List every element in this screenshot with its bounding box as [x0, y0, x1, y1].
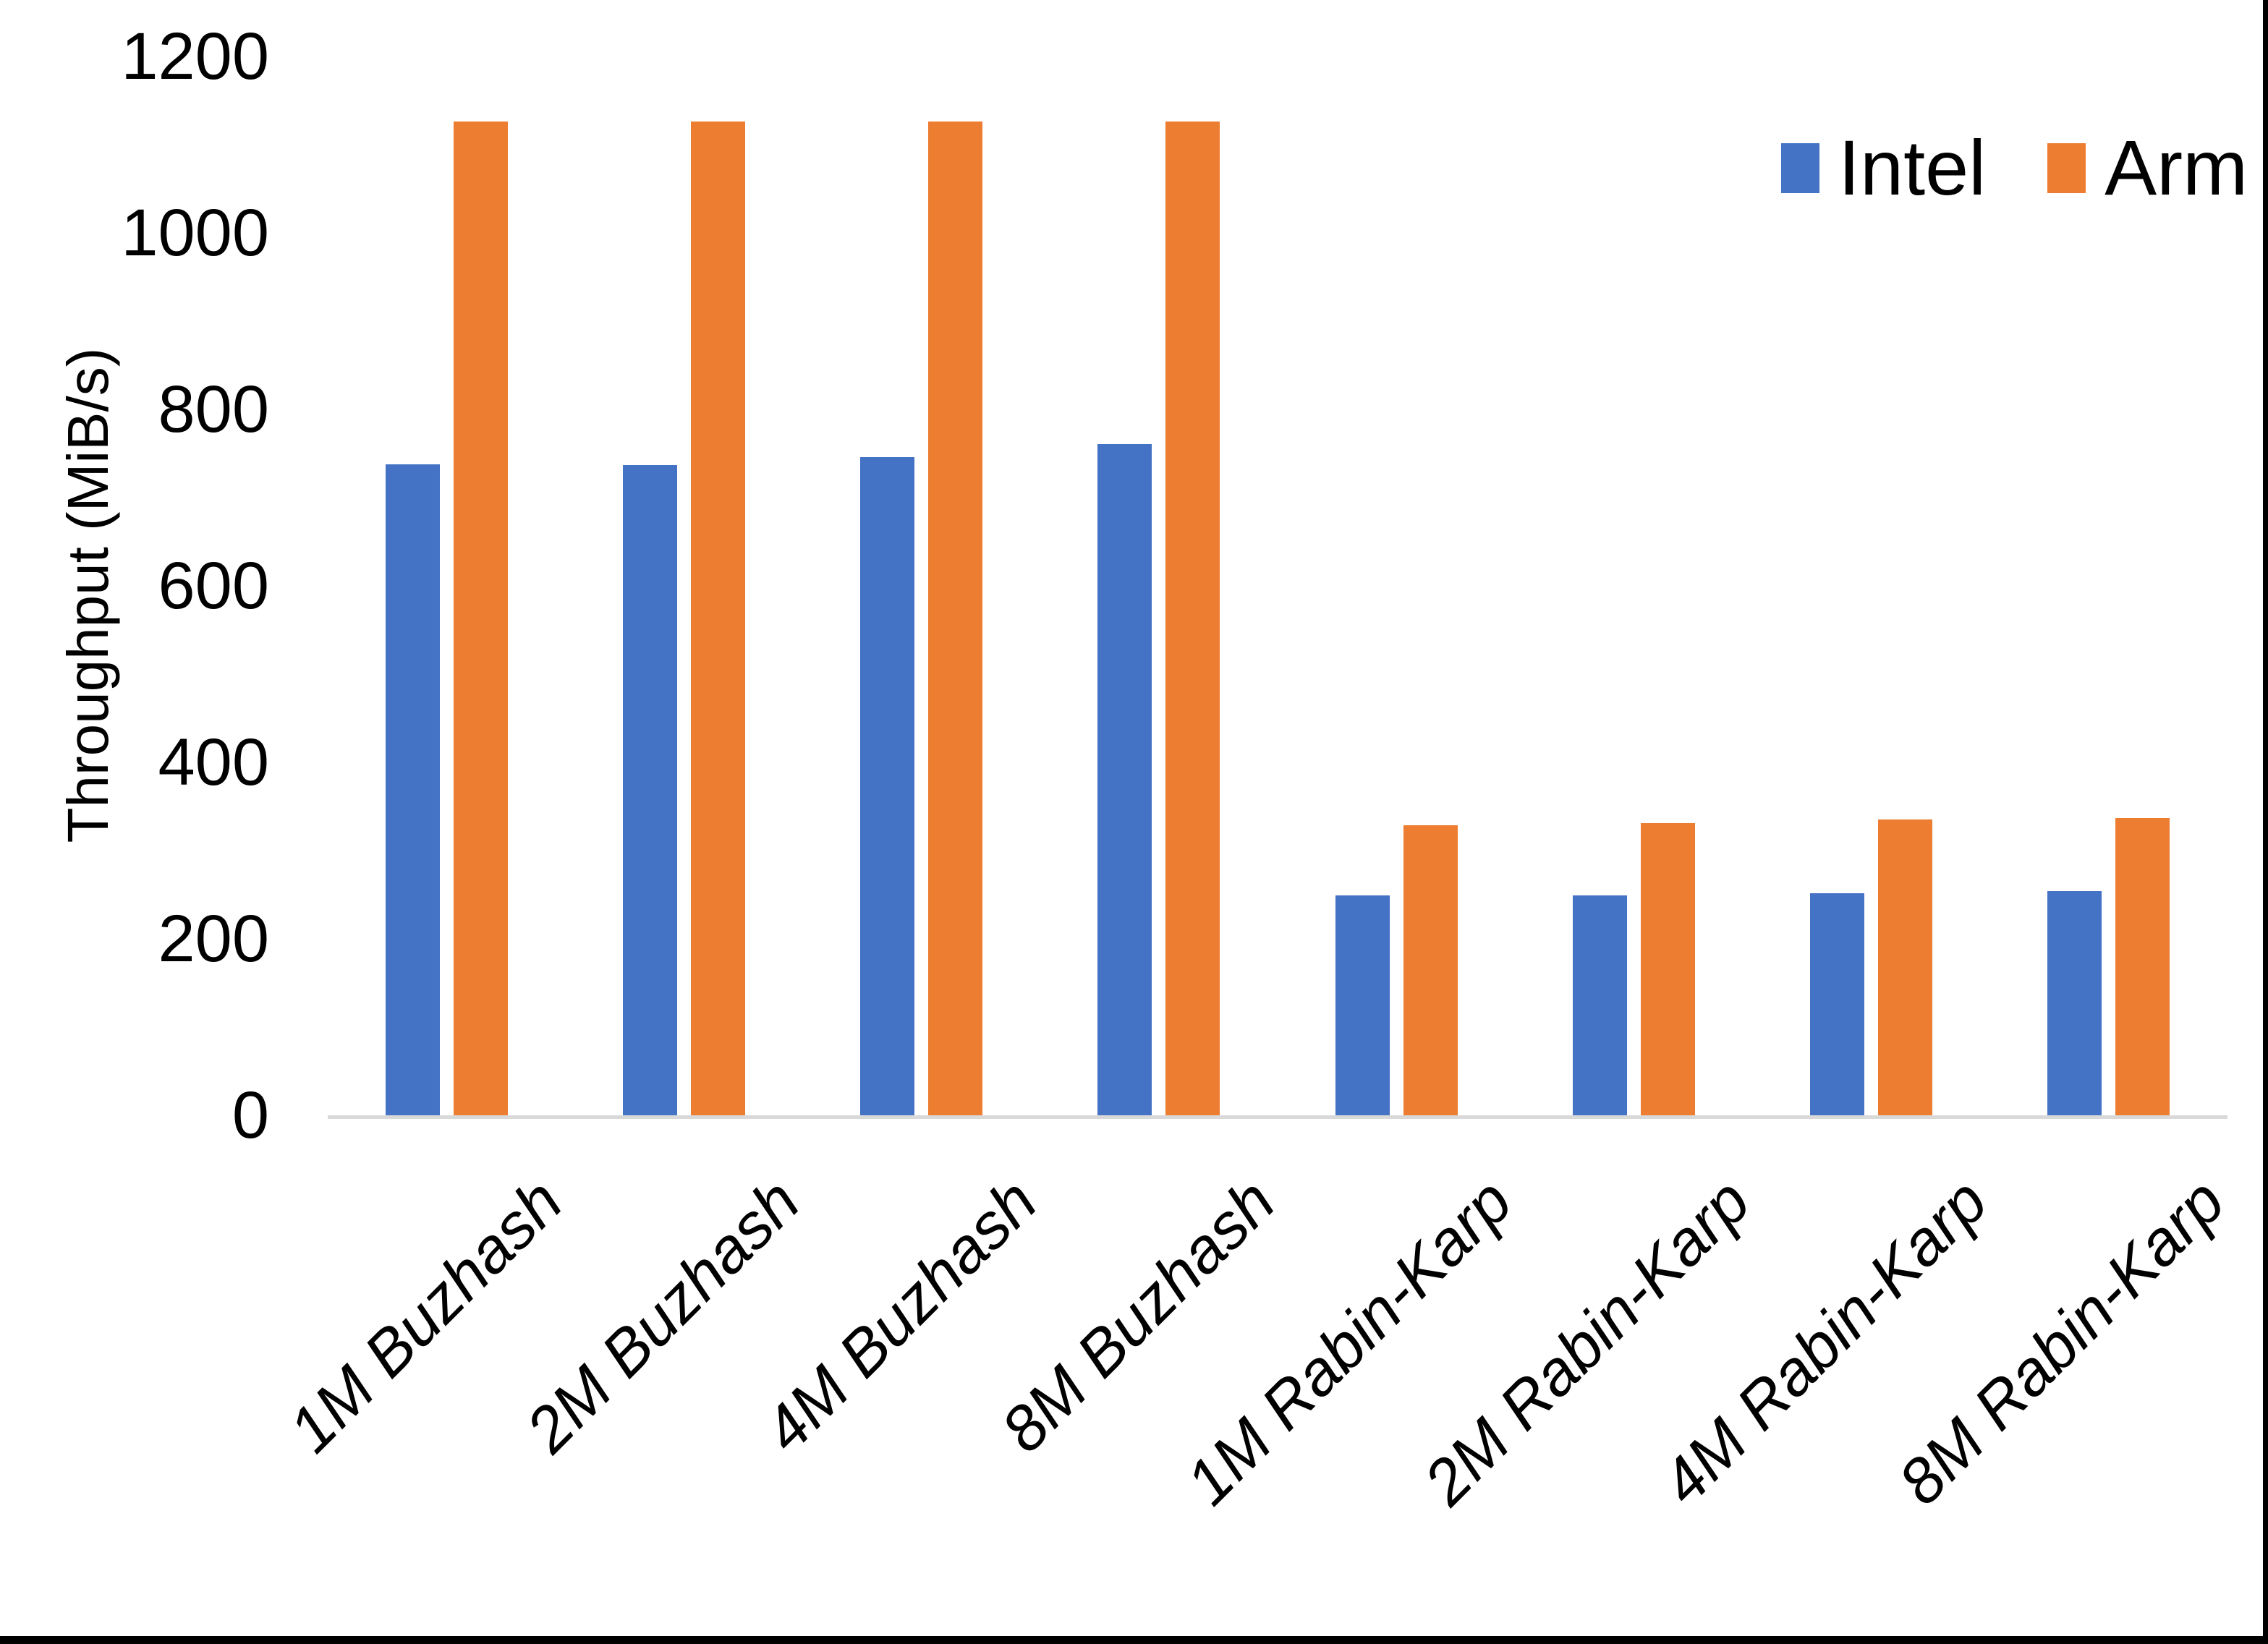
legend: Intel Arm: [1781, 129, 2248, 207]
bar-arm-8m-rabin-karp: [2115, 817, 2170, 1115]
bar-group: [328, 56, 565, 1115]
y-tick-label: 200: [158, 902, 270, 976]
legend-label-intel: Intel: [1838, 124, 1987, 211]
bar-group: [1515, 56, 1752, 1115]
page-border-bottom: [0, 1636, 2268, 1644]
legend-swatch-intel: [1781, 142, 1819, 193]
legend-item-arm: Arm: [2047, 129, 2248, 207]
bar-arm-8m-buzhash: [1165, 122, 1220, 1115]
bar-arm-1m-buzhash: [453, 122, 508, 1115]
bar-arm-4m-buzhash: [928, 122, 983, 1115]
plot-area: [328, 56, 2227, 1115]
y-tick-label: 400: [158, 725, 270, 799]
y-axis-title: Throughput (MiB/s): [56, 347, 120, 843]
bar-group: [1278, 56, 1515, 1115]
bar-group: [1990, 56, 2227, 1115]
bar-group: [565, 56, 802, 1115]
bar-group: [1753, 56, 1990, 1115]
legend-swatch-arm: [2047, 142, 2086, 193]
y-tick-label: 0: [232, 1078, 269, 1152]
y-tick-label: 600: [158, 549, 270, 623]
bar-arm-2m-buzhash: [690, 122, 745, 1115]
bar-intel-8m-buzhash: [1097, 443, 1152, 1115]
bar-intel-4m-buzhash: [860, 456, 915, 1115]
bar-arm-4m-rabin-karp: [1878, 819, 1933, 1115]
bar-intel-4m-rabin-karp: [1810, 893, 1865, 1115]
y-tick-label: 800: [158, 372, 270, 446]
bar-intel-8m-rabin-karp: [2047, 891, 2102, 1115]
y-tick-label: 1000: [121, 196, 269, 270]
bar-intel-2m-rabin-karp: [1572, 895, 1627, 1115]
bar-arm-1m-rabin-karp: [1403, 825, 1458, 1115]
legend-label-arm: Arm: [2105, 124, 2248, 211]
page-border-right: [2263, 0, 2268, 1644]
x-axis-line: [328, 1115, 2227, 1119]
bar-intel-1m-rabin-karp: [1335, 895, 1390, 1115]
bar-intel-2m-buzhash: [622, 464, 677, 1115]
legend-item-intel: Intel: [1781, 129, 1986, 207]
y-tick-label: 1200: [121, 20, 269, 93]
bar-group: [803, 56, 1040, 1115]
bar-group: [1040, 56, 1278, 1115]
bar-arm-2m-rabin-karp: [1640, 823, 1695, 1115]
bar-intel-1m-buzhash: [385, 464, 440, 1115]
